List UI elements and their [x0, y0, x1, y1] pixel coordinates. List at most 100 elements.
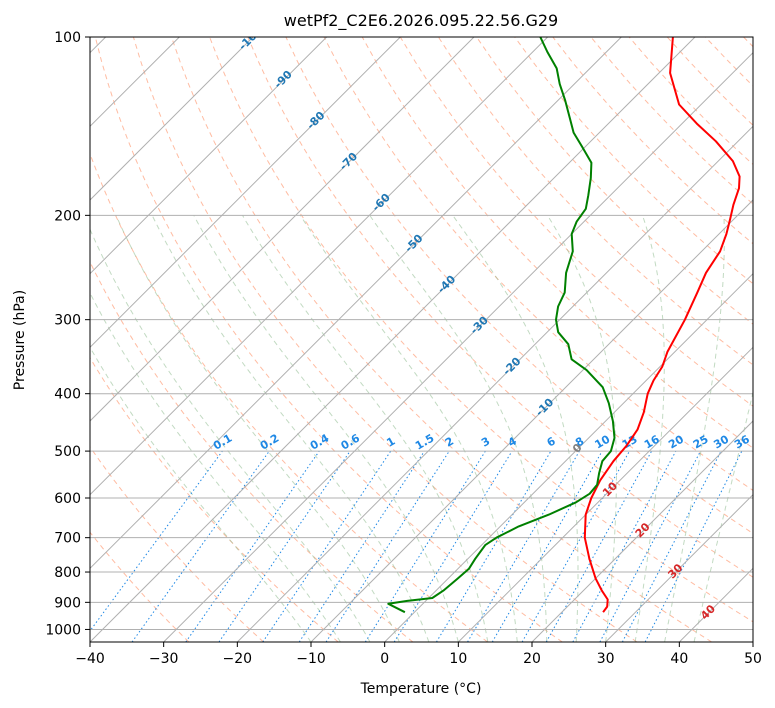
isotherm-label: 30: [665, 561, 685, 581]
y-tick-label: 700: [54, 531, 81, 547]
mixing-ratio-line: [185, 450, 320, 642]
isotherm-label: -30: [468, 314, 491, 337]
y-tick-label: 300: [54, 313, 81, 329]
x-tick-label: −40: [75, 651, 105, 667]
y-tick-label: 200: [54, 208, 81, 224]
dry-adiabat-line: [209, 37, 753, 623]
temperature-profile-line: [583, 37, 741, 613]
mixing-ratio-line: [467, 450, 580, 642]
dry-adiabat-line: [94, 37, 563, 642]
isotherm-label: -50: [402, 232, 425, 255]
isotherm-label: 10: [600, 479, 620, 499]
x-tick-label: −30: [149, 651, 179, 667]
mixing-ratio-line: [218, 450, 351, 642]
isotherm-line: [236, 125, 753, 642]
mixing-ratio-line: [491, 450, 603, 642]
mixing-ratio-line: [572, 450, 677, 642]
y-tick-label: 600: [54, 491, 81, 507]
dry-adiabat-line: [666, 37, 753, 126]
mixing-ratio-line: [131, 450, 270, 642]
mixing-ratio-label: 16: [642, 432, 662, 451]
isotherm-line: [90, 37, 549, 496]
isotherm-line: [384, 272, 753, 642]
x-tick-label: 0: [380, 651, 389, 667]
moist-adiabat-line: [115, 215, 400, 642]
x-tick-label: 10: [449, 651, 467, 667]
chart-title: wetPf2_C2E6.2026.095.22.56.G29: [284, 11, 558, 31]
dry-adiabat-line: [552, 37, 753, 245]
moist-adiabat-line: [90, 292, 341, 642]
mixing-ratio-label: 0.4: [308, 431, 332, 452]
moist-adiabat-line: [693, 390, 753, 642]
dry-adiabat-line: [90, 152, 488, 642]
mixing-ratio-line: [325, 450, 450, 642]
plot-frame: [89, 36, 754, 643]
isotherm-line: [752, 641, 753, 642]
moist-adiabat-line: [452, 215, 579, 642]
isotherm-line: [163, 51, 753, 642]
dry-adiabat-line: [704, 37, 753, 87]
isotherm-label: -60: [370, 191, 393, 214]
x-tick-label: 50: [744, 651, 762, 667]
isotherm-line: [90, 37, 622, 570]
mixing-ratio-label: 30: [711, 432, 731, 451]
moist-adiabat-line: [193, 215, 459, 642]
y-tick-label: 1000: [45, 622, 81, 638]
isotherm-line: [90, 37, 328, 275]
dry-adiabat-line: [247, 37, 753, 578]
isotherm-label: -70: [337, 150, 360, 173]
isotherm-line: [310, 199, 753, 642]
dry-adiabat-line: [437, 37, 753, 366]
moist-adiabat-line: [634, 215, 665, 642]
y-tick-label: 400: [54, 387, 81, 403]
dry-adiabat-line: [90, 531, 190, 642]
mixing-ratio-label: 0.2: [258, 432, 281, 453]
x-axis-label: Temperature (°C): [360, 681, 482, 697]
mixing-ratio-line: [90, 450, 223, 632]
mixing-ratio-line: [521, 450, 630, 642]
mixing-ratio-label: 1: [384, 435, 397, 450]
isotherm-label: -100: [236, 24, 265, 53]
dry-adiabat-line: [361, 37, 753, 449]
isotherm-label: -90: [272, 68, 295, 91]
y-tick-label: 500: [54, 444, 81, 460]
moist-adiabat-line: [547, 215, 617, 642]
mixing-ratio-line: [364, 450, 486, 642]
dry-adiabat-line: [90, 356, 339, 642]
mixing-ratio-line: [262, 450, 392, 642]
dry-adiabat-line: [399, 37, 753, 407]
isotherm-line: [605, 493, 753, 642]
mixing-ratio-line: [644, 450, 743, 642]
dry-adiabat-line: [476, 37, 753, 325]
isotherm-label: -20: [500, 355, 523, 378]
mixing-ratio-label: 20: [666, 432, 686, 451]
dry-adiabat-line: [90, 260, 414, 642]
moist-adiabat-line: [242, 215, 489, 642]
mixing-ratio-line: [435, 450, 552, 642]
mixing-ratio-label: 0.1: [211, 432, 234, 453]
x-tick-label: 20: [523, 651, 541, 667]
isotherm-line: [457, 346, 753, 642]
isotherm-line: [90, 37, 696, 642]
isotherm-line: [90, 37, 254, 201]
mixing-ratio-label: 1.5: [413, 432, 436, 453]
x-tick-label: −20: [223, 651, 253, 667]
mixing-ratio-line: [393, 450, 513, 642]
isotherm-label: 40: [698, 602, 718, 622]
x-tick-label: 40: [670, 651, 688, 667]
dry-adiabat-line: [90, 446, 264, 642]
mixing-ratio-line: [298, 450, 425, 642]
moist-adiabat-line: [90, 228, 371, 642]
isotherm-line: [90, 37, 475, 422]
y-tick-label: 800: [54, 565, 81, 581]
isotherm-line: [90, 37, 401, 349]
y-tick-label: 900: [54, 595, 81, 611]
moist-adiabat-line: [299, 215, 518, 642]
mixing-ratio-label: 2: [443, 435, 456, 450]
x-tick-label: 30: [597, 651, 615, 667]
y-tick-label: 100: [54, 30, 81, 46]
isotherm-label: -40: [435, 273, 458, 296]
isotherm-label: -80: [304, 109, 327, 132]
dry-adiabat-line: [514, 37, 753, 285]
